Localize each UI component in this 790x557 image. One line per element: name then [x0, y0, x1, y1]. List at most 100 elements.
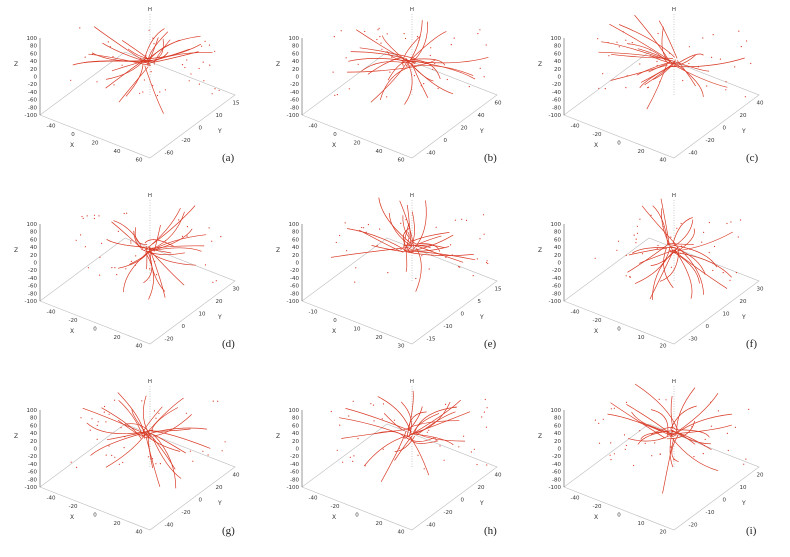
- trajectory-point: [135, 255, 137, 257]
- z-axis-label: Z: [538, 61, 542, 68]
- trajectory-point: [738, 30, 740, 32]
- trajectory-point: [113, 399, 116, 401]
- trajectory-point: [676, 247, 678, 249]
- trajectory-point: [748, 408, 750, 410]
- z-tick-label: 20: [554, 439, 561, 445]
- trajectory-stroke: [416, 235, 442, 246]
- trajectory-stroke: [403, 231, 410, 251]
- trajectory-stroke: [646, 64, 668, 110]
- trajectory-point: [486, 464, 488, 466]
- trajectory-group: [594, 383, 750, 494]
- x-tick-label: 40: [136, 344, 143, 350]
- z-tick-label: 40: [30, 245, 37, 251]
- trajectory-point: [610, 442, 612, 444]
- subfigure-label: (i): [746, 525, 757, 537]
- trajectory-point: [708, 221, 710, 224]
- z-tick-label: 20: [30, 253, 37, 259]
- trajectory-stroke: [411, 56, 489, 64]
- trajectory-point: [386, 96, 388, 98]
- trajectory-point: [479, 67, 481, 69]
- trajectory-stroke: [611, 53, 673, 59]
- z-tick-label: -80: [28, 477, 37, 483]
- trajectory-point: [421, 255, 423, 257]
- top-marker-label: H: [148, 7, 152, 13]
- trajectory-stroke: [122, 40, 148, 59]
- trajectory-point: [372, 404, 375, 406]
- y-tick-label: -20: [689, 523, 698, 529]
- z-tick-label: 60: [30, 423, 37, 429]
- trajectory-point: [152, 37, 154, 39]
- z-tick-label: -20: [290, 268, 299, 274]
- trajectory-point: [725, 89, 727, 91]
- trajectory-stroke: [607, 413, 674, 438]
- trajectory-point: [202, 450, 204, 452]
- trajectory-point: [468, 86, 470, 88]
- trajectory-stroke: [348, 58, 416, 63]
- trajectory-stroke: [150, 433, 186, 454]
- trajectory-point: [629, 276, 631, 278]
- trajectory-point: [352, 460, 354, 462]
- trajectory-point: [435, 439, 437, 441]
- trajectory-point: [719, 58, 721, 60]
- trajectory-stroke: [378, 197, 413, 245]
- trajectory-point: [602, 418, 604, 420]
- trajectory-point: [348, 415, 350, 417]
- trajectory-stroke: [641, 205, 677, 246]
- x-tick-label: -40: [47, 123, 56, 129]
- trajectory-stroke: [146, 245, 205, 250]
- x-tick-label: 40: [660, 158, 667, 164]
- trajectory-point: [105, 454, 107, 456]
- z-tick-label: -60: [552, 98, 561, 104]
- trajectory-point: [332, 71, 334, 73]
- z-axis-label: Z: [276, 61, 280, 68]
- trajectory-point: [625, 275, 627, 277]
- trajectory-point: [155, 463, 157, 465]
- trajectory-point: [122, 461, 124, 464]
- z-tick-label: 0: [34, 261, 38, 267]
- trajectory-point: [334, 94, 336, 96]
- trajectory-stroke: [669, 431, 674, 468]
- z-tick-label: -40: [552, 462, 561, 468]
- y-tick-label: -40: [427, 151, 436, 157]
- trajectory-point: [142, 91, 144, 93]
- z-tick-label: -60: [28, 470, 37, 476]
- trajectory-point: [103, 405, 106, 408]
- z-tick-label: -60: [290, 98, 299, 104]
- trajectory-point: [377, 29, 379, 31]
- z-tick-label: 60: [30, 51, 37, 57]
- trajectory-stroke: [141, 406, 163, 436]
- z-tick-label: 0: [558, 447, 562, 453]
- subfigure-label: (c): [746, 152, 759, 164]
- trajectory-point: [70, 79, 72, 81]
- trajectory-point: [706, 85, 708, 87]
- subfigure-label: (f): [746, 338, 757, 350]
- trajectory-point: [150, 71, 152, 73]
- trajectory-point: [465, 219, 468, 221]
- trajectory-point: [681, 245, 683, 247]
- trajectory-point: [485, 44, 487, 46]
- z-tick-label: 0: [296, 75, 300, 81]
- plot-panel-9: 100 80 60 40 20 0 -20 -40 -60 -80 -100 Z -40 -20 0 10 20…: [524, 372, 774, 547]
- y-tick-label: 0: [182, 324, 186, 330]
- trajectory-point: [218, 89, 220, 91]
- trajectory-stroke: [370, 61, 408, 103]
- trajectory-point: [487, 262, 489, 265]
- trajectory-point: [120, 427, 122, 429]
- z-tick-label: 80: [30, 44, 37, 50]
- x-tick-label: 60: [398, 158, 405, 164]
- floor-plane: [563, 423, 760, 531]
- trajectory-stroke: [668, 424, 732, 435]
- trajectory-stroke: [146, 234, 207, 254]
- trajectory-point: [647, 87, 649, 89]
- trajectory-point: [391, 56, 393, 59]
- trajectory-point: [434, 438, 436, 440]
- y-tick-label: 0: [461, 312, 465, 318]
- trajectory-point: [729, 279, 731, 281]
- trajectory-stroke: [147, 31, 169, 64]
- z-tick-label: -20: [552, 82, 561, 88]
- trajectory-stroke: [350, 51, 416, 65]
- z-tick-label: -40: [28, 276, 37, 282]
- trajectory-point: [594, 257, 596, 259]
- trajectory-point: [618, 46, 620, 48]
- trajectory-point: [400, 222, 402, 224]
